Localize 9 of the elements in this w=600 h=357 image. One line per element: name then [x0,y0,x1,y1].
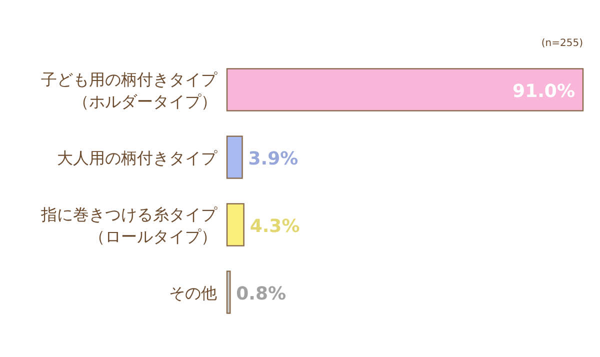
data-label: 4.3% [250,216,300,237]
data-label: 91.0% [512,80,575,102]
text: (n=255) [541,38,584,49]
data-label: 0.8% [236,283,286,304]
y-tick-label: 子ども用の柄付きタイプ（ホルダータイプ） [41,70,218,111]
y-tick-label: 大人用の柄付きタイプ [57,148,218,168]
y-tick-label: 指に巻きつける糸タイプ（ロールタイプ） [40,204,218,246]
data-label: 3.9% [248,148,298,170]
y-tick-label: その他 [169,283,217,302]
